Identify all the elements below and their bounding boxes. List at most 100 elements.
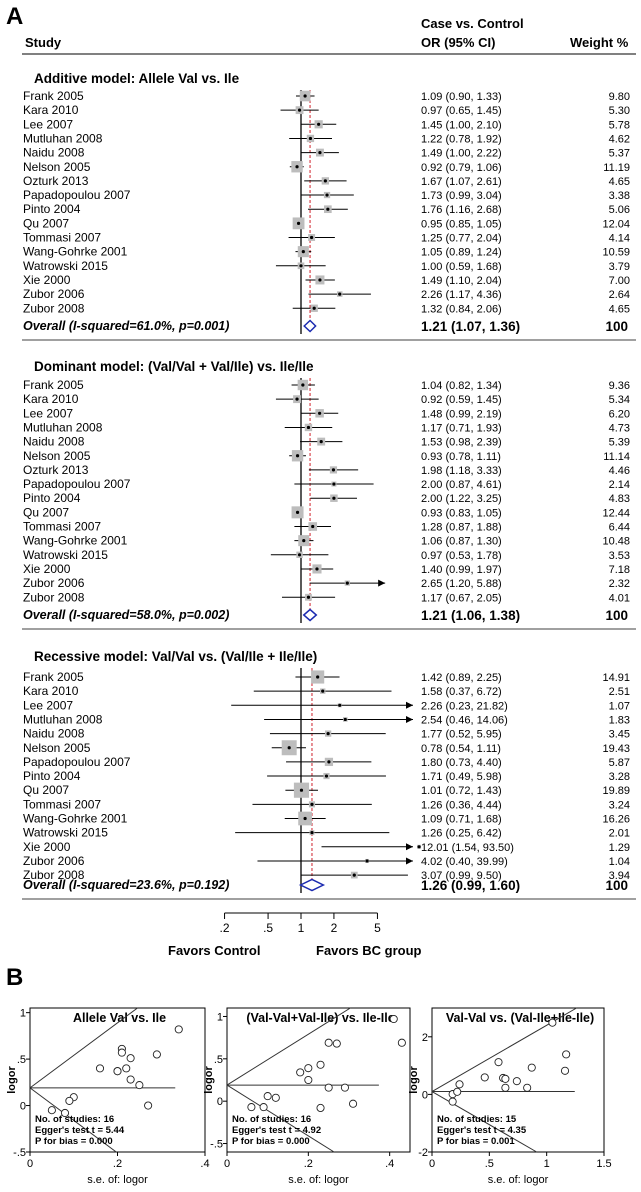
study-point-estimate xyxy=(323,179,327,183)
study-or-ci: 1.45 (1.00, 2.10) xyxy=(421,119,502,131)
study-name: Xie 2000 xyxy=(23,273,71,287)
study-weight: 2.14 xyxy=(609,479,630,491)
study-name: Watrowski 2015 xyxy=(23,826,108,840)
study-or-ci: 1.26 (0.25, 6.42) xyxy=(421,828,502,840)
study-weight: 2.51 xyxy=(609,686,630,698)
y-axis-label: logor xyxy=(6,1066,18,1094)
plot-title: Allele Val vs. Ile xyxy=(73,1011,166,1025)
study-weight: 5.37 xyxy=(609,148,630,160)
study-point xyxy=(126,1054,135,1063)
study-or-ci: 4.02 (0.40, 39.99) xyxy=(421,856,508,868)
study-or-ci: 1.40 (0.99, 1.97) xyxy=(421,564,502,576)
study-point xyxy=(60,1108,70,1118)
study-weight: 3.28 xyxy=(609,771,630,783)
study-point xyxy=(65,1096,74,1105)
study-name: Xie 2000 xyxy=(23,562,71,576)
study-point xyxy=(117,1048,126,1057)
study-point xyxy=(340,1083,349,1092)
egger-test-text: Egger's test t = 5.44 xyxy=(35,1125,125,1136)
study-or-ci: 1.67 (1.07, 2.61) xyxy=(421,176,502,188)
study-name: Wang-Gohrke 2001 xyxy=(23,534,128,548)
forest-axis-tick-label: 1 xyxy=(298,921,305,935)
study-point xyxy=(113,1067,122,1076)
funnel-plots: Allele Val vs. Ile logor s.e. of: logor 0 .2… xyxy=(6,1007,612,1186)
study-point-estimate xyxy=(309,235,314,240)
study-or-ci: 2.00 (0.87, 4.61) xyxy=(421,479,502,491)
forest-plots: Additive model: Allele Val vs. Ile Frank … xyxy=(22,71,636,935)
y-tick-label: -.5 xyxy=(13,1147,26,1159)
study-weight: 19.89 xyxy=(602,785,630,797)
study-name: Wang-Gohrke 2001 xyxy=(23,245,128,259)
study-point-estimate xyxy=(316,675,320,679)
overall-diamond xyxy=(302,608,318,622)
study-name: Tommasi 2007 xyxy=(23,231,101,245)
study-point xyxy=(144,1101,153,1110)
study-point xyxy=(397,1038,406,1047)
plot-frame xyxy=(431,1007,605,1153)
study-point-estimate xyxy=(306,595,311,599)
study-point-estimate xyxy=(308,136,313,141)
study-point xyxy=(389,1014,398,1024)
study-or-ci: 1.53 (0.98, 2.39) xyxy=(421,437,502,449)
y-tick-label: .5 xyxy=(17,1054,26,1066)
study-point xyxy=(247,1103,256,1112)
study-weight: 7.18 xyxy=(609,564,630,576)
study-point-estimate xyxy=(297,108,302,112)
study-point xyxy=(135,1081,144,1090)
study-weight: 3.45 xyxy=(609,729,630,741)
study-name: Mutluhan 2008 xyxy=(23,712,103,726)
forest-axis-tick-label: 5 xyxy=(374,921,381,935)
study-name: Naidu 2008 xyxy=(23,435,85,449)
study-name: Ozturk 2013 xyxy=(23,174,89,188)
study-name: Tommasi 2007 xyxy=(23,797,101,811)
study-name: Watrowski 2015 xyxy=(23,548,108,562)
study-name: Kara 2010 xyxy=(23,103,79,117)
y-tick-label: 0 xyxy=(422,1089,428,1101)
study-or-ci: 0.92 (0.59, 1.45) xyxy=(421,394,502,406)
x-tick-label: .4 xyxy=(385,1158,394,1170)
study-point-estimate xyxy=(303,816,307,821)
study-point xyxy=(122,1064,131,1073)
forest-axis-tick-label: .5 xyxy=(263,921,273,935)
study-weight: 5.78 xyxy=(609,119,630,131)
overall-or-ci: 1.21 (1.06, 1.38) xyxy=(421,608,520,623)
study-point-estimate xyxy=(332,482,336,486)
study-point xyxy=(560,1066,570,1075)
study-or-ci: 1.49 (1.00, 2.22) xyxy=(421,148,502,160)
study-weight: 14.91 xyxy=(602,672,630,684)
header-or-ci: OR (95% CI) xyxy=(421,35,495,50)
study-weight: 12.44 xyxy=(602,507,630,519)
study-weight: 4.46 xyxy=(609,465,630,477)
study-point xyxy=(448,1097,457,1106)
study-or-ci: 0.92 (0.79, 1.06) xyxy=(421,162,502,174)
panel-a-label: A xyxy=(6,3,23,30)
x-tick-label: 1.5 xyxy=(596,1158,611,1170)
study-weight: 1.83 xyxy=(609,714,630,726)
study-or-ci: 0.95 (0.85, 1.05) xyxy=(421,218,502,230)
study-point-estimate xyxy=(324,774,329,778)
study-point-estimate xyxy=(302,539,306,543)
header-study: Study xyxy=(25,35,62,50)
study-point xyxy=(501,1074,510,1083)
study-weight: 1.07 xyxy=(609,700,630,712)
study-point xyxy=(527,1063,536,1072)
study-point xyxy=(523,1083,532,1092)
study-name: Zubor 2008 xyxy=(23,590,85,604)
study-name: Wang-Gohrke 2001 xyxy=(23,812,128,826)
study-or-ci: 0.97 (0.53, 1.78) xyxy=(421,550,502,562)
study-name: Zubor 2006 xyxy=(23,287,85,301)
plot-frame xyxy=(226,1007,411,1153)
x-tick-label: .4 xyxy=(200,1158,209,1170)
study-point xyxy=(316,1103,325,1113)
study-or-ci: 2.54 (0.46, 14.06) xyxy=(421,714,508,726)
study-or-ci: 1.73 (0.99, 3.04) xyxy=(421,190,502,202)
header-case-vs-control: Case vs. Control xyxy=(421,16,524,31)
overall-weight: 100 xyxy=(605,608,628,623)
study-name: Papadopoulou 2007 xyxy=(23,755,131,769)
egger-plot-3: Val-Val vs. (Val-Ile+Ile-Ile) logor s.e. o… xyxy=(408,1007,612,1186)
study-point xyxy=(548,1018,557,1027)
study-name: Naidu 2008 xyxy=(23,727,85,741)
study-or-ci: 1.01 (0.72, 1.43) xyxy=(421,785,502,797)
study-name: Tommasi 2007 xyxy=(23,520,101,534)
